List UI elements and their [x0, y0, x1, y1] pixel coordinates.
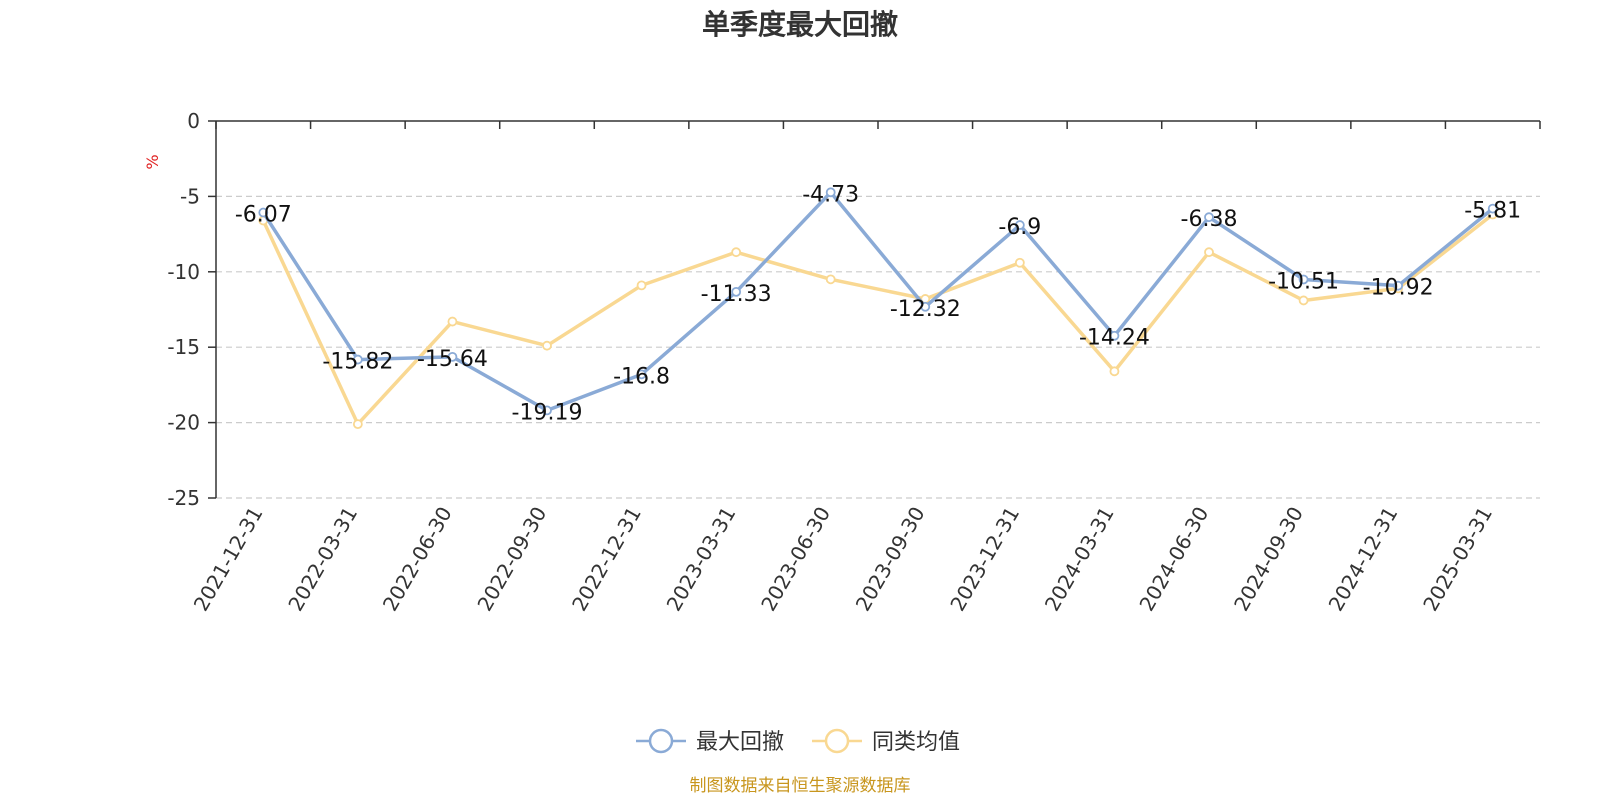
data-point [258, 207, 269, 218]
data-label: -6.07 [235, 203, 292, 228]
data-label: -11.33 [701, 282, 772, 307]
legend-marker [648, 728, 674, 754]
series-line [261, 213, 1494, 426]
data-label: -10.92 [1363, 276, 1434, 301]
data-point [1298, 295, 1309, 306]
y-tick-label: 0 [187, 109, 200, 133]
x-tick-label: 2023-12-31 [945, 503, 1024, 616]
data-point [1014, 257, 1025, 268]
y-axis-unit-label: % [143, 154, 162, 169]
data-point [731, 286, 742, 297]
legend-item[interactable]: 同类均值 [812, 728, 960, 755]
x-tick-label: 2022-12-31 [567, 503, 646, 616]
data-label: -19.19 [512, 400, 583, 425]
x-tick-label: 2021-12-31 [189, 503, 268, 616]
data-label: -4.73 [802, 182, 859, 207]
data-point [636, 280, 647, 291]
legend-label: 同类均值 [872, 730, 960, 755]
data-label: -5.81 [1464, 199, 1521, 224]
x-tick-label: 2022-09-30 [472, 503, 551, 616]
source-note: 制图数据来自恒生聚源数据库 [690, 776, 911, 796]
data-point [542, 340, 552, 351]
x-tick-label: 2024-12-31 [1324, 503, 1403, 616]
data-label: -12.32 [890, 297, 961, 322]
x-tick-label: 2022-06-30 [378, 503, 457, 616]
y-tick-label: -10 [167, 260, 200, 284]
x-tick-label: 2023-03-31 [662, 503, 741, 616]
data-point [1109, 330, 1120, 341]
x-tick-label: 2023-06-30 [756, 503, 835, 616]
data-point [352, 354, 363, 365]
x-tick-label: 2022-03-31 [283, 503, 362, 616]
x-tick-label: 2024-09-30 [1229, 503, 1308, 616]
data-point [352, 419, 363, 430]
data-point [825, 274, 836, 285]
data-label: -16.8 [613, 364, 670, 389]
data-point [920, 301, 931, 312]
legend[interactable]: 最大回撤 同类均值 [636, 728, 960, 755]
y-tick-label: -5 [180, 184, 200, 208]
data-point [447, 351, 458, 362]
chart-title: 单季度最大回撤 [702, 8, 898, 41]
data-point [825, 187, 836, 198]
data-label: -10.51 [1268, 269, 1339, 294]
data-labels: -6.07 -15.82 -15.64 -19.19 -16.8 -11.33 -4.73 -… [235, 182, 1521, 425]
data-point [636, 369, 647, 380]
data-label: -15.82 [322, 350, 393, 375]
data-label: -6.38 [1181, 207, 1238, 232]
data-point [1393, 280, 1404, 291]
data-label: -6.9 [998, 215, 1041, 240]
data-label: -14.24 [1079, 326, 1150, 351]
data-point [447, 316, 458, 327]
x-tick-label: 2024-06-30 [1134, 503, 1213, 616]
legend-label: 最大回撤 [696, 730, 784, 755]
x-tick-label: 2023-09-30 [851, 502, 930, 615]
y-tick-label: -20 [167, 411, 200, 435]
series-lines [258, 187, 1498, 430]
gridlines [216, 195, 1540, 499]
data-point [1109, 366, 1120, 377]
data-point [1204, 247, 1214, 258]
series-line [261, 190, 1494, 413]
y-tick-label: -15 [167, 335, 200, 359]
data-point [1204, 212, 1214, 223]
data-point [1014, 220, 1025, 230]
legend-marker [824, 728, 850, 754]
data-point [1487, 203, 1498, 214]
data-point [1298, 274, 1309, 285]
data-point [731, 247, 742, 258]
legend-item[interactable]: 最大回撤 [636, 728, 784, 755]
y-tick-label: -25 [167, 486, 200, 510]
data-point [542, 405, 552, 416]
x-tick-label: 2024-03-31 [1040, 503, 1119, 616]
data-label: -15.64 [417, 347, 488, 372]
x-tick-label: 2025-03-31 [1418, 503, 1497, 616]
